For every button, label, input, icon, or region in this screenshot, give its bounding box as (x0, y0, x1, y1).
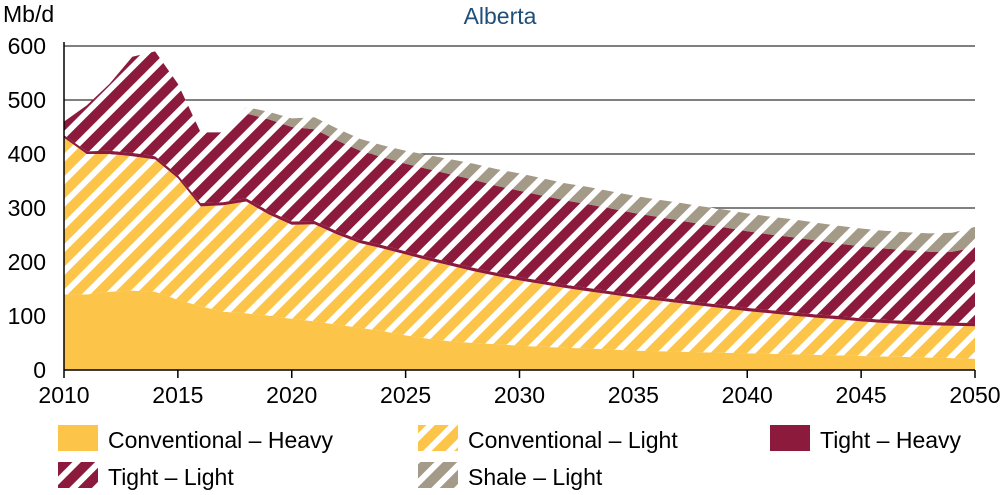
x-tick-label-2020: 2020 (266, 382, 317, 408)
x-tick-label-2010: 2010 (38, 382, 89, 408)
y-tick-label-400: 400 (8, 141, 46, 167)
legend-swatch-conventional-heavy (58, 425, 98, 451)
y-tick-label-300: 300 (8, 195, 46, 221)
area-conventional-light (64, 137, 975, 359)
x-tick-label-2025: 2025 (380, 382, 431, 408)
legend-swatch-shale-light (418, 462, 458, 488)
legend-label-tight-heavy: Tight – Heavy (820, 427, 962, 453)
legend-item-tight-heavy: Tight – Heavy (770, 425, 962, 453)
series-areas (64, 51, 975, 370)
area-conventional-heavy (64, 290, 975, 370)
y-tick-label-500: 500 (8, 87, 46, 113)
x-tick-label-2045: 2045 (836, 382, 887, 408)
legend-item-shale-light: Shale – Light (418, 462, 603, 490)
y-tick-label-0: 0 (33, 357, 46, 383)
x-tick-label-2040: 2040 (722, 382, 773, 408)
legend-label-conventional-light: Conventional – Light (468, 427, 678, 453)
axes (63, 42, 976, 378)
x-tick-label-2050: 2050 (949, 382, 1000, 408)
legend: Conventional – Heavy Conventional – Light… (58, 425, 962, 490)
legend-label-conventional-heavy: Conventional – Heavy (108, 427, 334, 453)
x-tick-label-2030: 2030 (494, 382, 545, 408)
y-axis-unit-label: Mb/d (3, 1, 54, 27)
legend-item-tight-light: Tight – Light (58, 462, 234, 490)
legend-label-tight-light: Tight – Light (108, 464, 234, 490)
x-tick-label-2035: 2035 (608, 382, 659, 408)
legend-swatch-tight-heavy (770, 425, 810, 451)
legend-label-shale-light: Shale – Light (468, 464, 603, 490)
x-tick-label-2015: 2015 (152, 382, 203, 408)
y-tick-label-100: 100 (8, 303, 46, 329)
legend-item-conventional-heavy: Conventional – Heavy (58, 425, 334, 453)
area-shale-light (64, 51, 975, 252)
x-tick-labels: 2010 2015 2020 2025 2030 2035 2040 2045 2050 (38, 382, 1000, 408)
area-tight-light (64, 51, 975, 324)
y-tick-labels: 0 100 200 300 400 500 600 (8, 33, 46, 383)
y-tick-label-600: 600 (8, 33, 46, 59)
y-tick-label-200: 200 (8, 249, 46, 275)
legend-swatch-tight-light (58, 462, 98, 488)
chart-title: Alberta (464, 3, 537, 29)
legend-swatch-conventional-light (418, 425, 458, 451)
legend-item-conventional-light: Conventional – Light (418, 425, 678, 453)
